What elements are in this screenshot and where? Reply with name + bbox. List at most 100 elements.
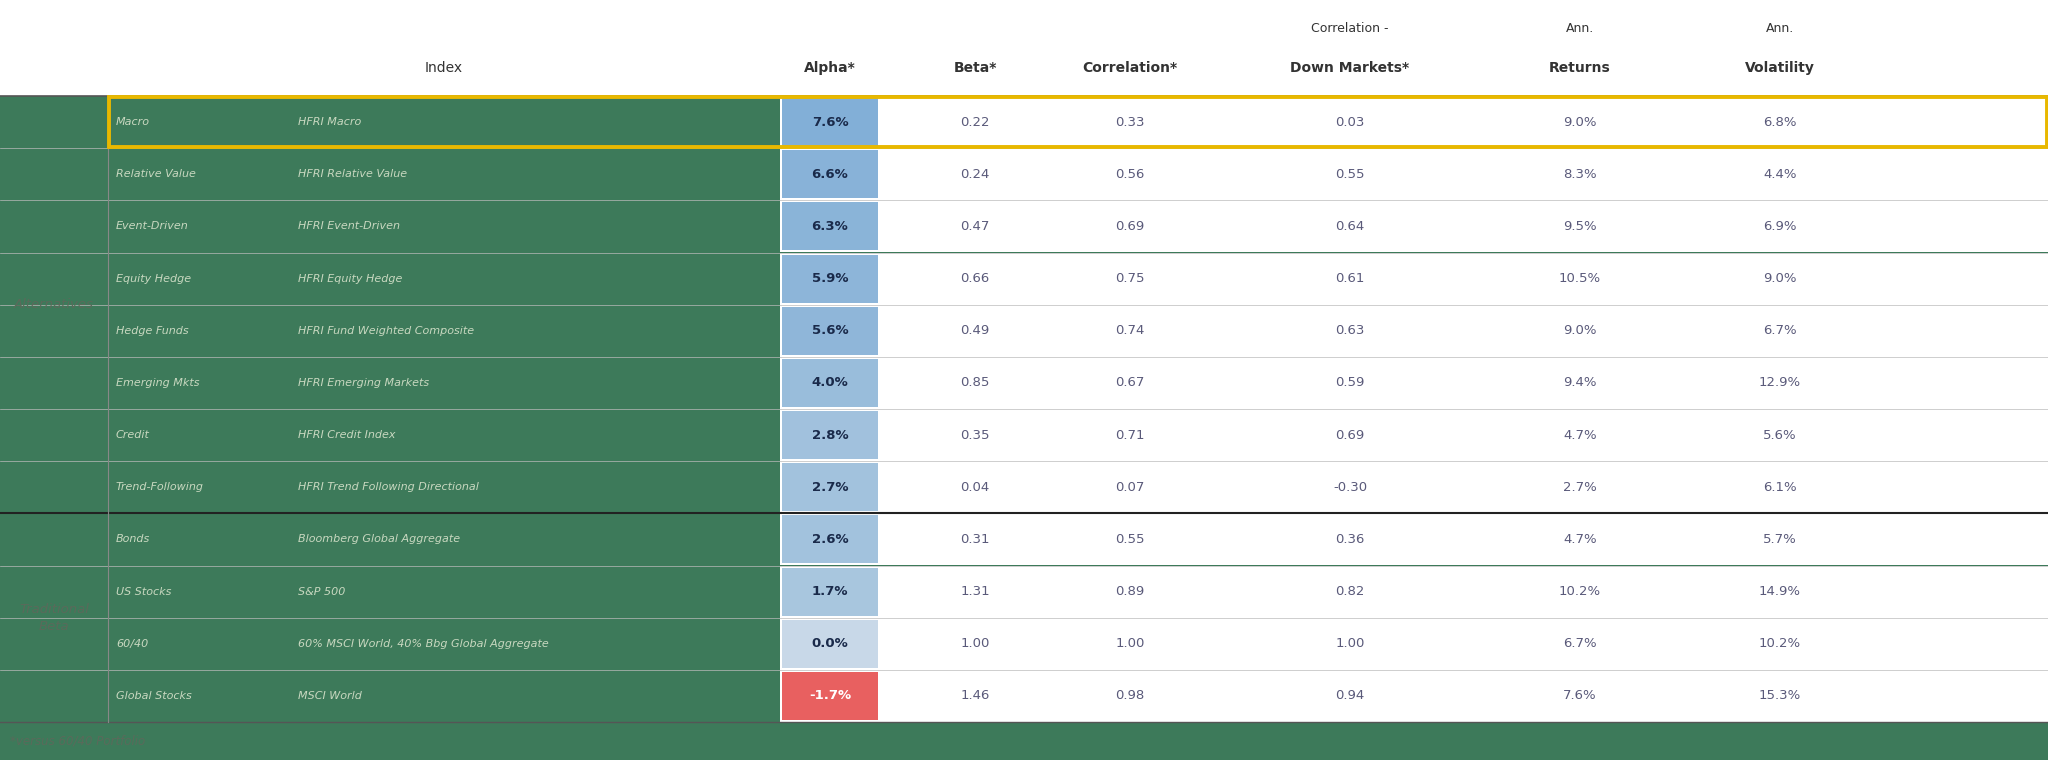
Bar	[782, 150, 879, 198]
Bar	[780, 201, 2048, 252]
Text: Bloomberg Global Aggregate: Bloomberg Global Aggregate	[299, 534, 461, 544]
Text: Relative Value: Relative Value	[117, 169, 197, 179]
Bar	[782, 255, 879, 302]
Text: 0.63: 0.63	[1335, 325, 1364, 337]
Text: 5.9%: 5.9%	[811, 272, 848, 285]
Text: 0.35: 0.35	[961, 429, 989, 442]
Text: *versus 60/40 Portfolio: *versus 60/40 Portfolio	[10, 734, 145, 748]
Bar	[0, 461, 780, 513]
Text: 15.3%: 15.3%	[1759, 689, 1800, 702]
Bar	[0, 148, 780, 201]
Text: 9.0%: 9.0%	[1563, 325, 1597, 337]
Text: Volatility: Volatility	[1745, 61, 1815, 75]
Text: 0.61: 0.61	[1335, 272, 1364, 285]
Text: 6.8%: 6.8%	[1763, 116, 1796, 128]
Bar	[0, 722, 2048, 760]
Text: HFRI Trend Following Directional: HFRI Trend Following Directional	[299, 483, 479, 492]
Text: 0.49: 0.49	[961, 325, 989, 337]
Bar	[0, 0, 2048, 96]
Text: 5.7%: 5.7%	[1763, 533, 1796, 546]
Bar	[782, 515, 879, 563]
Text: 6.1%: 6.1%	[1763, 481, 1796, 494]
Bar	[782, 307, 879, 355]
Text: 4.0%: 4.0%	[811, 376, 848, 389]
Bar	[780, 565, 2048, 618]
Text: 0.55: 0.55	[1335, 168, 1364, 181]
Bar	[0, 670, 780, 722]
Text: 0.24: 0.24	[961, 168, 989, 181]
Text: 1.31: 1.31	[961, 585, 989, 598]
Text: MSCI World: MSCI World	[299, 691, 362, 701]
Text: US Stocks: US Stocks	[117, 587, 172, 597]
Text: 60% MSCI World, 40% Bbg Global Aggregate: 60% MSCI World, 40% Bbg Global Aggregate	[299, 638, 549, 649]
Text: 1.00: 1.00	[961, 637, 989, 651]
Text: 0.03: 0.03	[1335, 116, 1364, 128]
Text: Equity Hedge: Equity Hedge	[117, 274, 190, 283]
Bar	[0, 201, 780, 252]
Text: 5.6%: 5.6%	[811, 325, 848, 337]
Bar	[780, 357, 2048, 409]
Text: Hedge Funds: Hedge Funds	[117, 326, 188, 336]
Text: 14.9%: 14.9%	[1759, 585, 1800, 598]
Bar	[782, 202, 879, 251]
Text: Alternatives: Alternatives	[14, 298, 94, 311]
Text: Down Markets*: Down Markets*	[1290, 61, 1409, 75]
Text: 5.6%: 5.6%	[1763, 429, 1796, 442]
Text: 2.6%: 2.6%	[811, 533, 848, 546]
Text: HFRI Event-Driven: HFRI Event-Driven	[299, 221, 399, 231]
Bar	[0, 252, 780, 305]
Text: HFRI Macro: HFRI Macro	[299, 117, 360, 127]
Bar	[782, 411, 879, 459]
Text: 6.7%: 6.7%	[1763, 325, 1796, 337]
Text: 0.47: 0.47	[961, 220, 989, 233]
Bar	[782, 98, 879, 146]
Text: 0.0%: 0.0%	[811, 637, 848, 651]
Text: 9.0%: 9.0%	[1763, 272, 1796, 285]
Text: 0.75: 0.75	[1116, 272, 1145, 285]
Text: Ann.: Ann.	[1765, 21, 1794, 34]
Text: Alpha*: Alpha*	[805, 61, 856, 75]
Bar	[0, 305, 780, 357]
Text: -1.7%: -1.7%	[809, 689, 852, 702]
Text: 0.67: 0.67	[1116, 376, 1145, 389]
Text: HFRI Emerging Markets: HFRI Emerging Markets	[299, 378, 430, 388]
Text: Beta*: Beta*	[952, 61, 997, 75]
Text: 9.0%: 9.0%	[1563, 116, 1597, 128]
Text: 12.9%: 12.9%	[1759, 376, 1800, 389]
Text: 10.2%: 10.2%	[1559, 585, 1602, 598]
Text: 0.55: 0.55	[1116, 533, 1145, 546]
Text: Bonds: Bonds	[117, 534, 150, 544]
Text: Event-Driven: Event-Driven	[117, 221, 188, 231]
Text: 4.7%: 4.7%	[1563, 533, 1597, 546]
Text: 0.36: 0.36	[1335, 533, 1364, 546]
Text: 1.46: 1.46	[961, 689, 989, 702]
Bar	[780, 305, 2048, 357]
Text: Returns: Returns	[1548, 61, 1612, 75]
Text: 0.59: 0.59	[1335, 376, 1364, 389]
Bar	[782, 463, 879, 511]
Text: 7.6%: 7.6%	[1563, 689, 1597, 702]
Text: Index: Index	[424, 61, 463, 75]
Bar	[109, 97, 2048, 147]
Text: Ann.: Ann.	[1567, 21, 1593, 34]
Bar	[780, 148, 2048, 201]
Text: 0.85: 0.85	[961, 376, 989, 389]
Text: Macro: Macro	[117, 117, 150, 127]
Text: -0.30: -0.30	[1333, 481, 1368, 494]
Text: 0.04: 0.04	[961, 481, 989, 494]
Text: 0.98: 0.98	[1116, 689, 1145, 702]
Text: HFRI Credit Index: HFRI Credit Index	[299, 430, 395, 440]
Text: 0.94: 0.94	[1335, 689, 1364, 702]
Text: 6.9%: 6.9%	[1763, 220, 1796, 233]
Text: 6.3%: 6.3%	[811, 220, 848, 233]
Bar	[0, 513, 780, 565]
Text: Correlation*: Correlation*	[1083, 61, 1178, 75]
Text: 0.74: 0.74	[1116, 325, 1145, 337]
Bar	[0, 565, 780, 618]
Text: 0.69: 0.69	[1116, 220, 1145, 233]
Text: 2.7%: 2.7%	[811, 481, 848, 494]
Text: Credit: Credit	[117, 430, 150, 440]
Text: 0.89: 0.89	[1116, 585, 1145, 598]
Text: 0.22: 0.22	[961, 116, 989, 128]
Text: 10.2%: 10.2%	[1759, 637, 1800, 651]
